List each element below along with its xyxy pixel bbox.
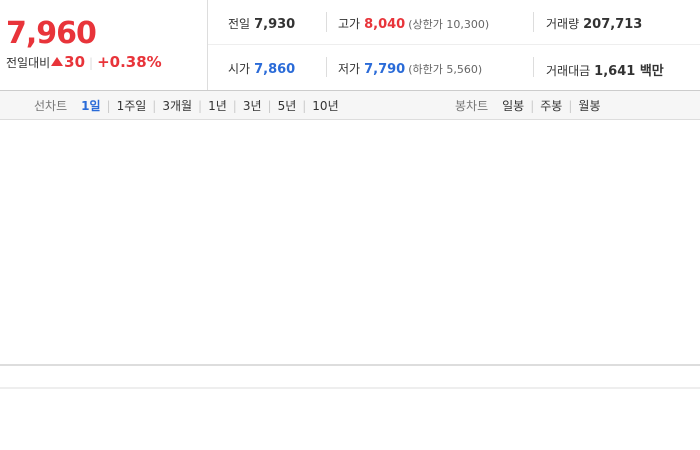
note: (상한가 10,300) — [408, 18, 490, 31]
tab-separator: | — [198, 99, 203, 113]
tab[interactable]: 3개월 — [162, 99, 193, 113]
change-label: 전일대비 — [6, 56, 51, 70]
tab-separator: | — [232, 99, 237, 113]
value: 8,040 — [364, 17, 406, 32]
tab-group-label: 선차트 — [34, 99, 68, 113]
tab[interactable]: 일봉 — [502, 99, 525, 113]
tab-separator: | — [568, 99, 573, 113]
summary: 전일 7,930 고가 8,040 (상한가 10,300) 거래량 207,713 시… — [207, 0, 700, 90]
tab[interactable]: 10년 — [312, 99, 339, 113]
summary-cell: 거래대금 1,641 백만 — [546, 60, 664, 79]
summary-cell: 시가 7,860 — [228, 60, 295, 77]
note: (하한가 5,560) — [408, 63, 483, 76]
tab[interactable]: 월봉 — [578, 99, 601, 113]
label: 고가 — [338, 17, 361, 31]
summary-cell: 전일 7,930 — [228, 15, 295, 32]
tab[interactable]: 1일 — [81, 99, 101, 113]
label: 시가 — [228, 62, 251, 76]
tab[interactable]: 1년 — [208, 99, 227, 113]
value: 7,790 — [364, 62, 406, 77]
chart — [0, 364, 700, 389]
tab[interactable]: 5년 — [277, 99, 297, 113]
value: 207,713 — [583, 17, 643, 32]
label: 거래대금 — [546, 64, 591, 78]
up-arrow: 7,7647,8367,9097,9818,054거래량 — [49, 57, 700, 298]
tab-bar: 선차트 1일 | 1주일 | 3개월 | 1년 | 3년 | 5년 | 10년 봉차트 일봉 | 주봉 | 월봉 — [0, 90, 700, 120]
change-amount: 30 — [64, 53, 86, 71]
tab-separator: | — [106, 99, 111, 113]
summary-cell: 저가 7,790 (하한가 5,560) — [338, 60, 482, 77]
tab-group-label: 봉차트 — [455, 99, 489, 113]
tab-separator: | — [152, 99, 157, 113]
tab-separator: | — [530, 99, 535, 113]
current-price: 7,960 — [6, 16, 97, 51]
tab-separator: | — [302, 99, 307, 113]
label: 전일 — [228, 17, 251, 31]
summary-row: 전일 7,930 고가 8,040 (상한가 10,300) 거래량 207,713 — [208, 0, 700, 45]
label: 거래량 — [546, 17, 580, 31]
tab[interactable]: 1주일 — [116, 99, 147, 113]
summary-row: 시가 7,860 저가 7,790 (하한가 5,560) 거래대금 1,641 백만 — [208, 45, 700, 89]
change-rate: +0.38% — [97, 53, 162, 71]
label: 저가 — [338, 62, 361, 76]
value: 1,641 백만 — [594, 64, 664, 79]
tab-separator: | — [267, 99, 272, 113]
tab[interactable]: 주봉 — [540, 99, 563, 113]
summary-cell: 고가 8,040 (상한가 10,300) — [338, 15, 489, 32]
value: 7,860 — [254, 62, 296, 77]
tab[interactable]: 3년 — [242, 99, 262, 113]
summary-cell: 거래량 207,713 — [546, 15, 642, 32]
change-line: 전일대비7,7647,8367,9097,9818,054거래량30 | +0.38… — [6, 53, 700, 298]
value: 7,930 — [254, 17, 296, 32]
